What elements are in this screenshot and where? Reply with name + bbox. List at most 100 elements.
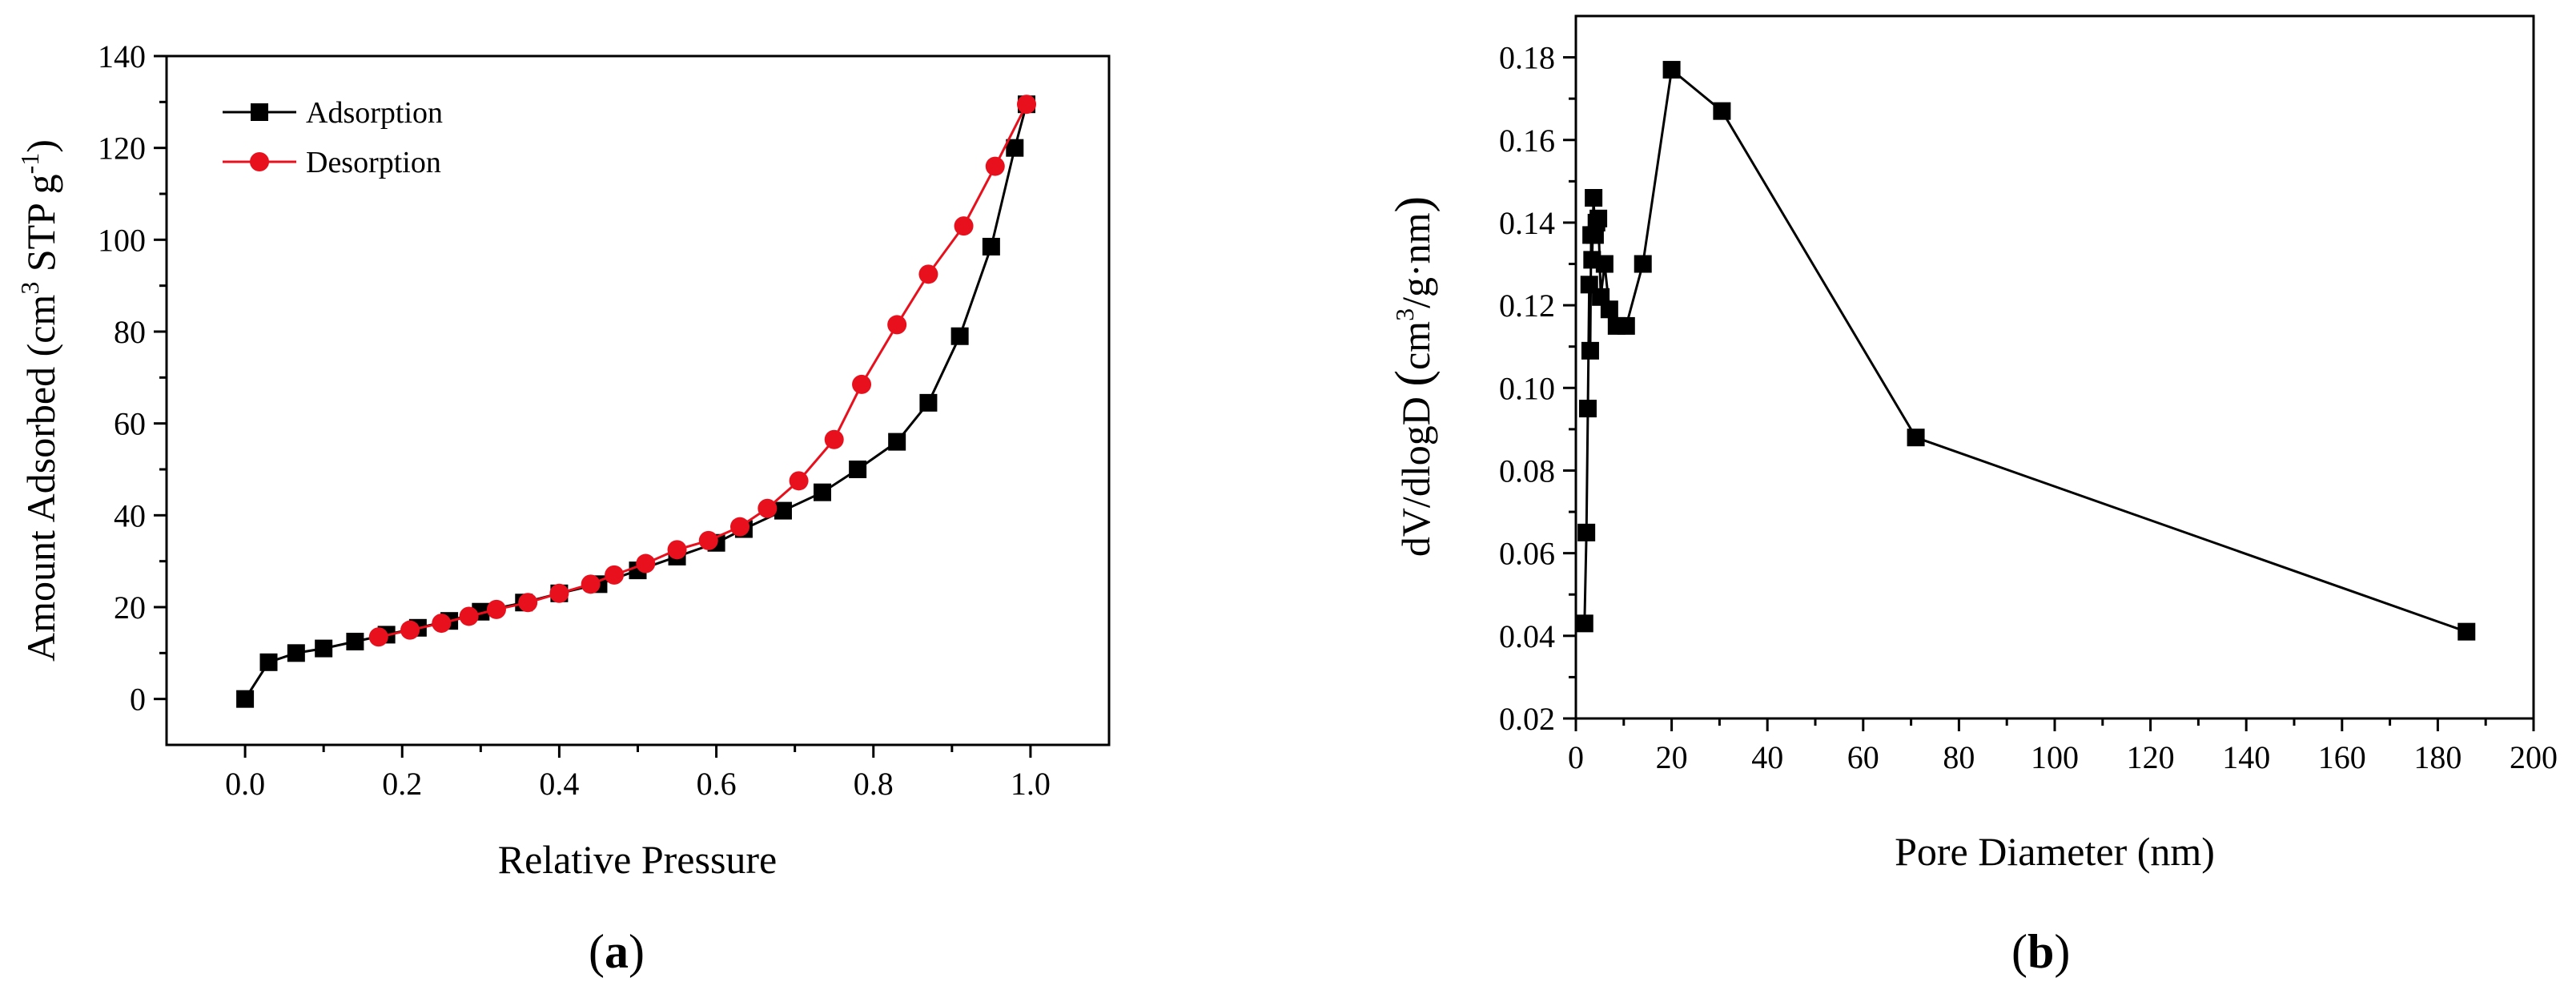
pore-size-distribution-point xyxy=(1595,255,1614,273)
adsorption-point xyxy=(259,653,278,671)
y-tick-label: 0.14 xyxy=(1499,205,1555,241)
adsorption-point xyxy=(982,237,1000,256)
y-axis-title-sup: 3 xyxy=(1390,308,1419,321)
panel-label-a: (a) xyxy=(589,925,645,978)
y-axis-title-sup1: 3 xyxy=(15,282,44,295)
adsorption-point xyxy=(346,633,364,650)
y-axis-title: dV/dlogD (cm3/g·nm) xyxy=(1386,196,1441,557)
x-tick-label: 40 xyxy=(1751,739,1783,775)
desorption-point xyxy=(852,374,872,394)
legend-adsorption-marker xyxy=(251,103,268,121)
desorption-line xyxy=(378,103,1028,638)
desorption-point xyxy=(1017,95,1037,115)
y-tick-label: 0.18 xyxy=(1499,40,1555,76)
y-axis-title-sup2: -1 xyxy=(15,153,44,175)
y-axis-title-open: ( xyxy=(1386,370,1441,387)
panel-label-b: (b) xyxy=(2011,925,2070,978)
desorption-point xyxy=(432,614,452,634)
desorption-point xyxy=(698,530,718,550)
y-axis-title: Amount Adsorbed (cm3 STP g-1) xyxy=(15,139,63,662)
panel-label-b-close: ) xyxy=(2054,925,2070,978)
pore-size-distribution-point xyxy=(1617,316,1635,335)
y-tick-label: 120 xyxy=(98,131,146,167)
pore-size-distribution-point xyxy=(1578,400,1597,418)
desorption-point xyxy=(824,429,844,449)
y-axis-ticks: 0.02 0.04 0.06 0.08 0.10 0.12 0.14 0.16 0.18 xyxy=(1499,40,1576,737)
adsorption-point xyxy=(287,644,305,662)
y-tick-label: 0.12 xyxy=(1499,288,1555,324)
pore-size-distribution-point xyxy=(1634,255,1652,273)
y-tick-label: 0.08 xyxy=(1499,453,1555,489)
x-tick-label: 80 xyxy=(1943,739,1975,775)
y-tick-label: 20 xyxy=(114,590,146,626)
desorption-point xyxy=(789,471,809,491)
pore-size-distribution-point xyxy=(1585,188,1603,207)
pore-size-distribution-point xyxy=(1907,429,1925,447)
data-series xyxy=(236,95,1037,708)
y-tick-label: 140 xyxy=(98,38,146,74)
y-tick-label: 0.02 xyxy=(1499,701,1555,737)
desorption-point xyxy=(985,156,1005,176)
pore-size-distribution-point xyxy=(1575,614,1593,633)
panel-a-isotherm-chart: 0.0 0.2 0.4 0.6 0.8 1.0 0 20 40 60 80 100 120 140 Ad… xyxy=(15,38,1111,978)
legend: Adsorption Desorption xyxy=(223,96,443,179)
pore-size-distribution-point xyxy=(1589,209,1608,227)
desorption-point xyxy=(954,216,974,236)
y-axis-title-close: ) xyxy=(18,139,63,153)
desorption-point xyxy=(518,593,538,613)
adsorption-point xyxy=(1006,139,1024,157)
adsorption-point xyxy=(888,433,906,451)
x-tick-label: 0.4 xyxy=(539,766,579,802)
data-series xyxy=(1575,61,2476,641)
panel-label-a-letter: a xyxy=(605,925,629,978)
y-axis-title-mid: STP g xyxy=(18,174,63,281)
y-tick-label: 0.10 xyxy=(1499,370,1555,406)
y-axis-title-text: dV/dlogD xyxy=(1393,387,1438,557)
y-tick-label: 0.06 xyxy=(1499,536,1555,572)
desorption-point xyxy=(667,540,687,560)
y-axis-title-rest: /g·nm xyxy=(1393,212,1438,308)
x-tick-label: 20 xyxy=(1656,739,1688,775)
desorption-point xyxy=(605,565,625,585)
pore-size-distribution-point xyxy=(1600,300,1618,319)
plot-area-frame xyxy=(1574,14,2535,720)
desorption-point xyxy=(887,315,907,335)
x-tick-label: 160 xyxy=(2318,739,2366,775)
x-tick-label: 200 xyxy=(2510,739,2558,775)
adsorption-point xyxy=(315,639,333,658)
y-axis-title-unit: cm xyxy=(1393,321,1438,370)
legend-adsorption-label: Adsorption xyxy=(306,96,443,130)
pore-size-distribution-point xyxy=(1577,523,1596,541)
x-axis-ticks: 0 20 40 60 80 100 120 140 160 180 200 xyxy=(1568,718,2558,775)
y-axis-title-text: Amount Adsorbed (cm xyxy=(18,295,63,662)
legend-desorption-marker xyxy=(250,152,269,171)
x-axis-title: Pore Diameter (nm) xyxy=(1895,829,2215,874)
x-tick-label: 120 xyxy=(2127,739,2175,775)
y-axis-ticks: 0 20 40 60 80 100 120 140 xyxy=(98,38,167,718)
pore-size-distribution-point xyxy=(2457,622,2476,641)
x-tick-label: 0.2 xyxy=(382,766,422,802)
x-tick-label: 1.0 xyxy=(1011,766,1051,802)
legend-desorption-label: Desorption xyxy=(306,146,441,179)
desorption-point xyxy=(486,599,506,619)
y-axis-title-close: ) xyxy=(1386,196,1441,213)
x-axis-ticks: 0.0 0.2 0.4 0.6 0.8 1.0 xyxy=(225,745,1051,802)
x-tick-label: 0 xyxy=(1568,739,1584,775)
x-tick-label: 140 xyxy=(2222,739,2270,775)
y-tick-label: 100 xyxy=(98,222,146,258)
desorption-point xyxy=(581,574,601,594)
x-tick-label: 60 xyxy=(1847,739,1879,775)
pore-size-distribution-point xyxy=(1662,61,1681,79)
desorption-point xyxy=(758,498,778,518)
desorption-point xyxy=(368,627,388,647)
x-tick-label: 180 xyxy=(2413,739,2461,775)
panel-label-b-open: ( xyxy=(2011,925,2027,978)
y-tick-label: 0.04 xyxy=(1499,618,1555,654)
desorption-point xyxy=(730,517,750,537)
panel-label-a-open: ( xyxy=(589,925,605,978)
panel-label-b-letter: b xyxy=(2027,925,2054,978)
desorption-point xyxy=(459,606,479,626)
adsorption-point xyxy=(813,483,831,501)
x-tick-label: 0.8 xyxy=(854,766,894,802)
